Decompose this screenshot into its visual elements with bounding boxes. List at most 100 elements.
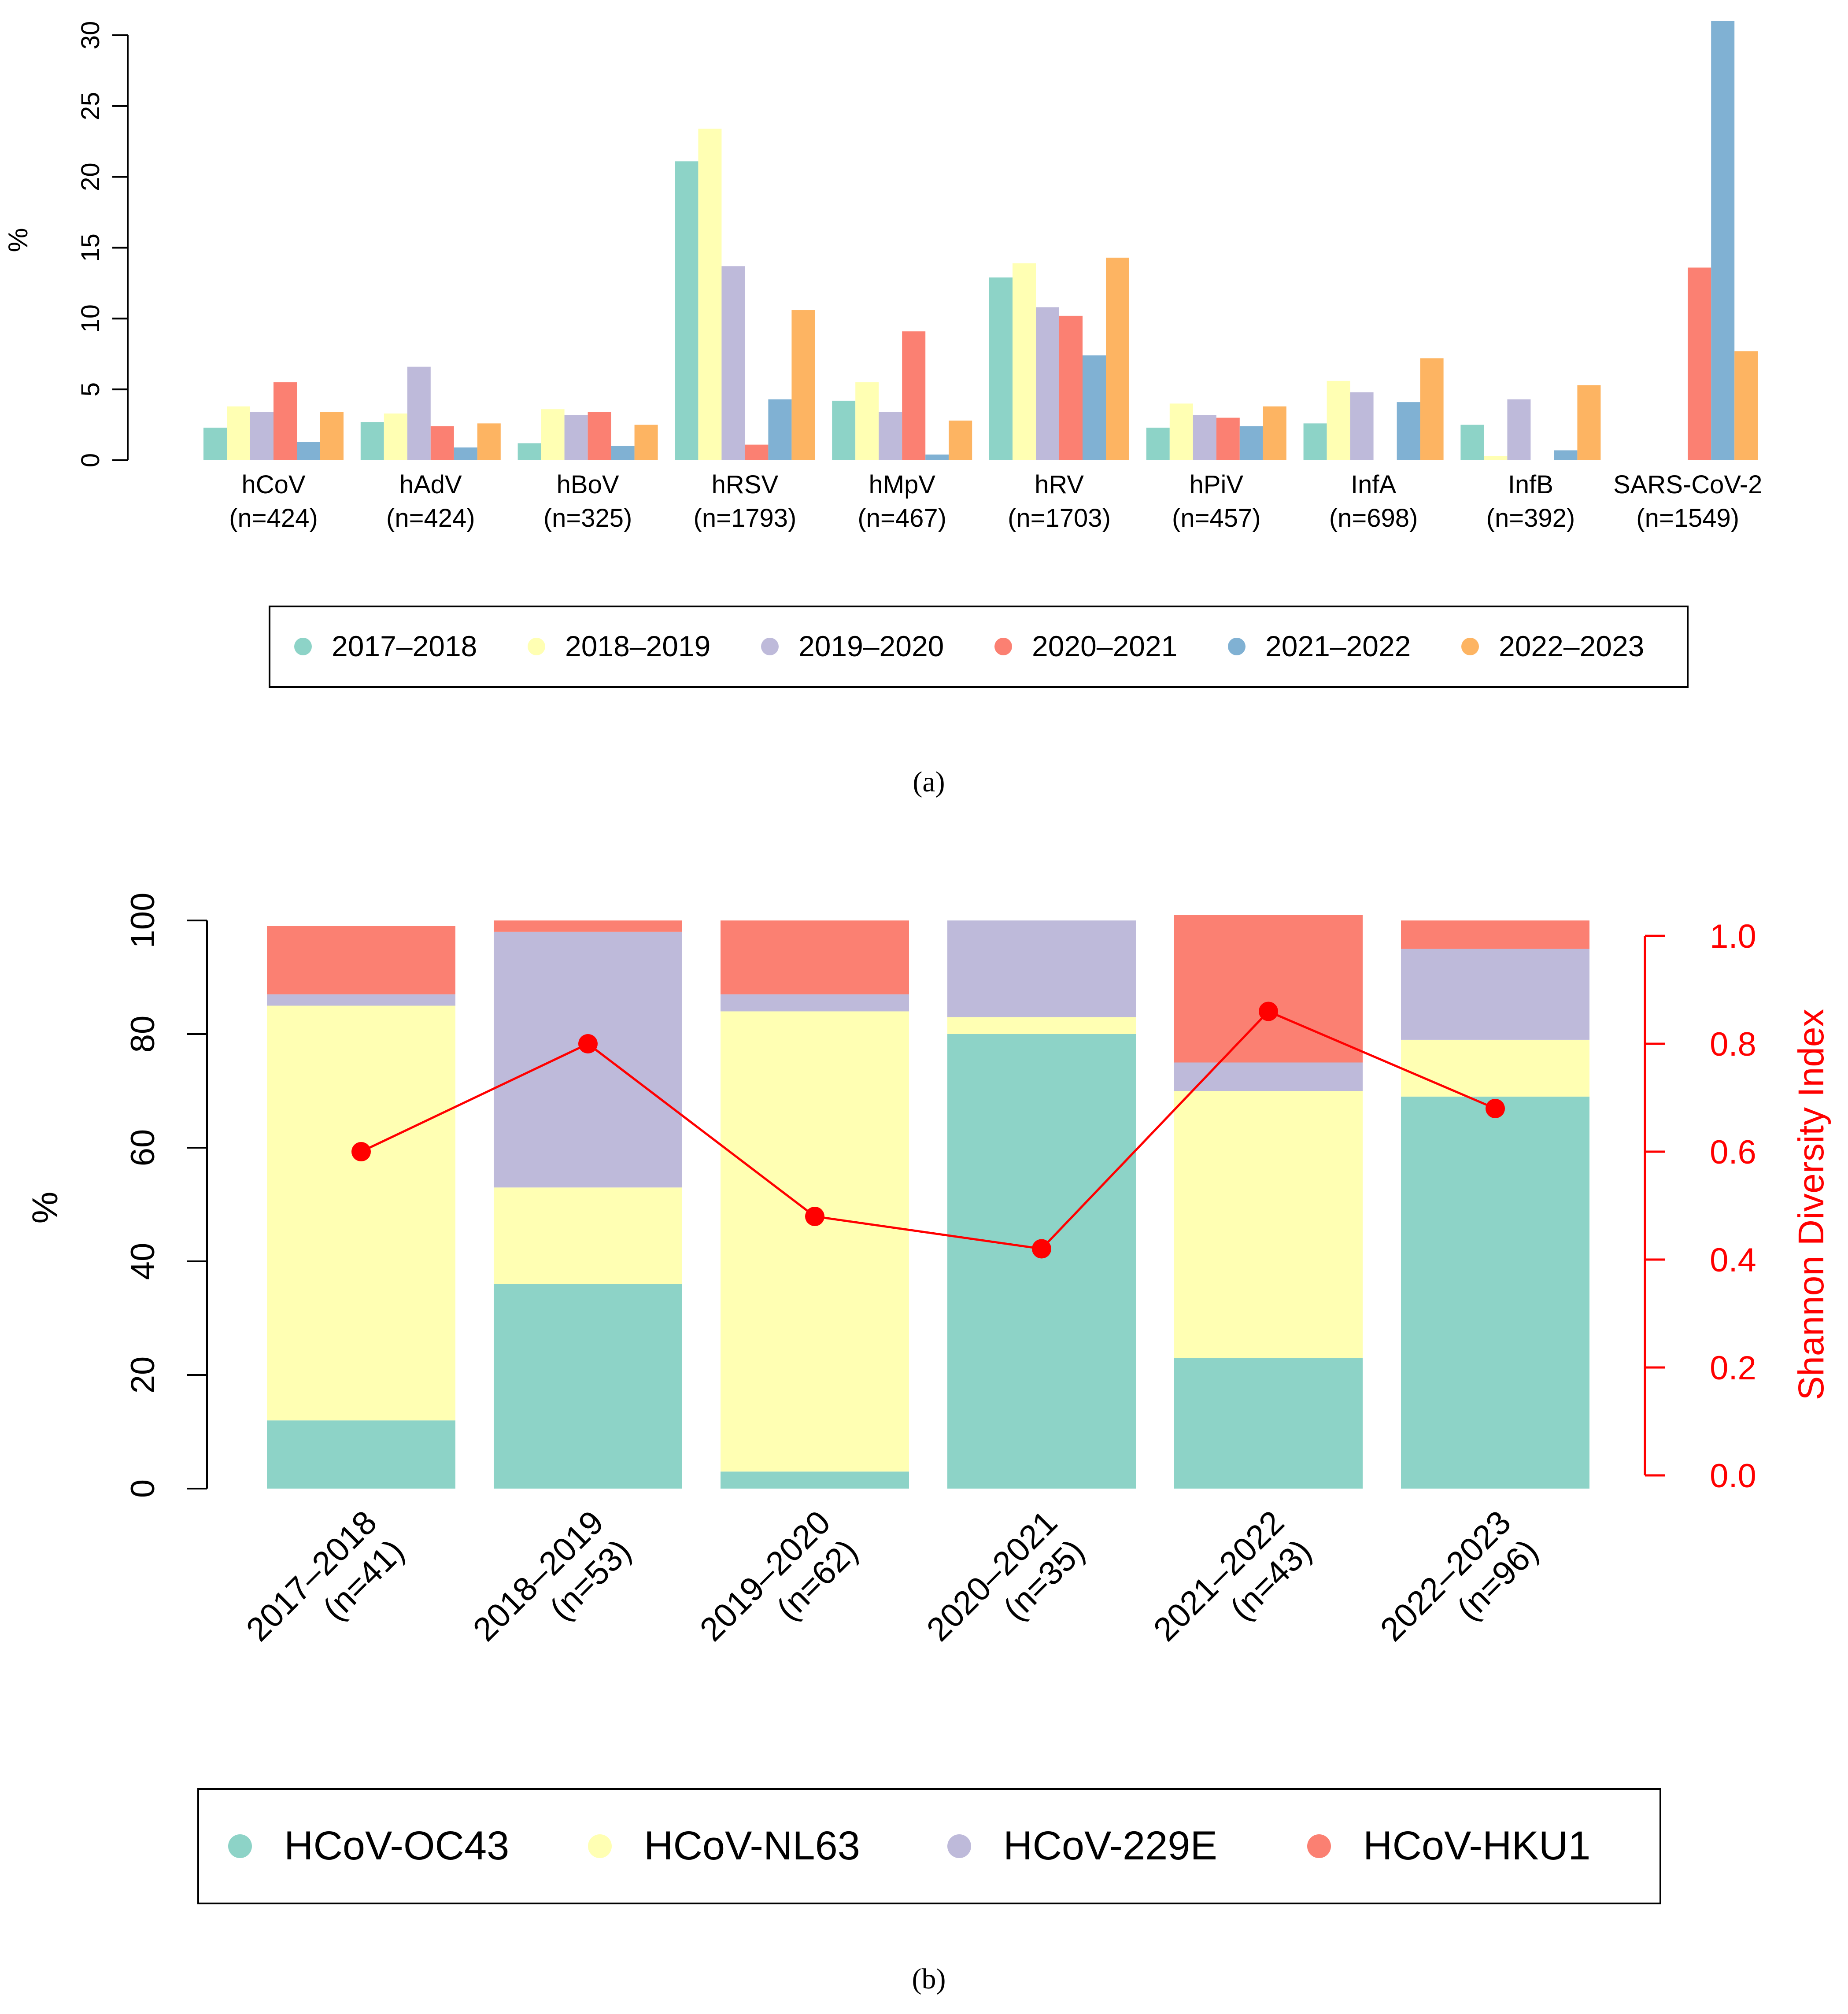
panel-a-category-n: (n=424) <box>229 504 318 532</box>
panel-b-right-axis-label: Shannon Diversity Index <box>1791 1009 1831 1401</box>
panel-b-caption: (b) <box>912 1963 946 1995</box>
panel-a-category-n: (n=424) <box>386 504 475 532</box>
panel-a-legend-label: 2017–2018 <box>332 630 477 662</box>
panel-a-bar-hmpv-4 <box>925 455 949 460</box>
panel-b-segment-hcov-229e <box>494 931 682 1188</box>
panel-a-bar-hrv-5 <box>1106 258 1129 460</box>
panel-b-stacked-bars <box>267 915 1589 1489</box>
panel-a-y-tick-label: 25 <box>76 92 105 121</box>
panel-b-right-tick-label: 0.2 <box>1710 1349 1756 1387</box>
panel-a-category-label: hAdV <box>399 470 462 499</box>
panel-a-bar-hrsv-4 <box>768 399 792 460</box>
panel-a-bar-hpiv-1 <box>1169 403 1193 460</box>
panel-a-bar-hcov-4 <box>297 442 320 460</box>
panel-a-legend-swatch <box>1461 638 1479 655</box>
panel-a-bar-hrsv-1 <box>698 129 722 460</box>
panel-a-category-label: hCoV <box>241 470 305 499</box>
panel-b-segment-hcov-229e <box>1401 949 1589 1040</box>
panel-a-legend: 2017–2018 2018–2019 2019–2020 2020–2021 2021… <box>269 606 1689 688</box>
panel-b-right-tick-label: 0.6 <box>1710 1134 1756 1171</box>
panel-a-category-n: (n=1793) <box>694 504 797 532</box>
panel-a-bar-hcov-1 <box>227 406 250 460</box>
panel-a-legend-swatch <box>1228 638 1246 655</box>
panel-a-category-n: (n=467) <box>857 504 946 532</box>
panel-b-right-axis: 0.0 0.2 0.4 0.6 0.8 1.0 <box>1644 918 1756 1495</box>
panel-b-segment-hcov-nl63 <box>494 1187 682 1284</box>
panel-a-caption: (a) <box>913 766 945 798</box>
panel-b-right-tick-label: 1.0 <box>1710 918 1756 955</box>
panel-a-bar-infa-4 <box>1397 402 1420 460</box>
panel-a-bar-hcov-0 <box>203 428 227 460</box>
panel-b-x-tick-labels: 2017–2018(n=41) 2018–2019(n=53) 2019–2020(… <box>239 1504 1545 1648</box>
panel-a-legend-box <box>269 606 1689 688</box>
panel-b-segment-hcov-hku1 <box>494 920 682 932</box>
panel-a-category-n: (n=1703) <box>1008 504 1111 532</box>
panel-a-category-label: hRSV <box>712 470 779 499</box>
panel-a-bar-hadv-4 <box>454 447 477 460</box>
panel-a-legend-label: 2020–2021 <box>1032 630 1177 662</box>
panel-a-bar-hrv-1 <box>1013 263 1036 460</box>
panel-b-y-tick-label: 100 <box>124 893 162 949</box>
panel-b-shannon-point <box>1259 1001 1278 1021</box>
panel-b-segment-hcov-hku1 <box>267 926 455 994</box>
panel-a-bar-infb-5 <box>1577 385 1601 460</box>
panel-a-bar-hbov-1 <box>541 409 565 460</box>
panel-a-y-tick-label: 20 <box>76 163 105 191</box>
panel-a-bar-hmpv-0 <box>832 400 856 460</box>
panel-a-bar-hmpv-3 <box>902 331 926 460</box>
panel-a-category-n: (n=325) <box>543 504 632 532</box>
panel-b-legend-swatch <box>1307 1834 1331 1858</box>
panel-a-chart: % 0 5 10 15 20 25 30 hCoV (n=424) hAdV (n=424) hBo… <box>3 21 1762 798</box>
panel-a-bar-infb-1 <box>1484 456 1508 460</box>
panel-b-y-tick-label: 0 <box>124 1479 162 1498</box>
panel-a-bar-sars-cov-2-5 <box>1734 351 1758 460</box>
panel-b-chart: % Shannon Diversity Index 0 20 40 60 80 100 0… <box>25 893 1831 1995</box>
panel-a-bar-hcov-2 <box>250 412 274 460</box>
panel-b-segment-hcov-hku1 <box>721 920 909 994</box>
panel-b-segment-hcov-oc43 <box>1174 1358 1363 1489</box>
panel-b-y-tick-label: 40 <box>124 1243 162 1280</box>
panel-a-bar-hrsv-0 <box>675 161 699 460</box>
panel-a-bar-sars-cov-2-3 <box>1688 267 1711 460</box>
panel-b-legend-box <box>197 1788 1661 1904</box>
panel-a-legend-swatch <box>761 638 779 655</box>
panel-a-bar-hcov-5 <box>320 412 344 460</box>
panel-b-segment-hcov-229e <box>947 920 1136 1017</box>
panel-b-y-axis: 0 20 40 60 80 100 <box>124 893 208 1498</box>
panel-b-y-tick-label: 60 <box>124 1129 162 1167</box>
panel-a-bar-hpiv-2 <box>1193 415 1216 460</box>
panel-a-y-tick-label: 0 <box>76 453 105 467</box>
panel-a-category-label: hMpV <box>869 470 935 499</box>
panel-a-bar-hpiv-0 <box>1146 428 1170 460</box>
panel-b-segment-hcov-nl63 <box>721 1011 909 1472</box>
panel-a-bar-hmpv-2 <box>879 412 902 460</box>
panel-b-legend-swatch <box>947 1834 971 1858</box>
panel-b-legend-label: HCoV-229E <box>1003 1823 1217 1868</box>
panel-b-legend-label: HCoV-NL63 <box>644 1823 860 1868</box>
panel-a-bar-hrsv-3 <box>745 444 769 460</box>
panel-a-bar-hadv-1 <box>384 413 407 460</box>
panel-a-bar-hbov-0 <box>517 443 541 460</box>
panel-b-shannon-point <box>351 1142 371 1161</box>
panel-a-bar-infa-5 <box>1420 358 1444 460</box>
panel-b-segment-hcov-nl63 <box>1174 1091 1363 1358</box>
panel-a-y-tick-label: 5 <box>76 382 105 396</box>
panel-a-bar-hadv-0 <box>360 422 384 460</box>
panel-a-bar-hbov-2 <box>564 415 588 460</box>
panel-a-bar-hbov-3 <box>588 412 611 460</box>
panel-b-segment-hcov-nl63 <box>267 1005 455 1421</box>
panel-a-category-label: hPiV <box>1190 470 1244 499</box>
panel-a-bar-infa-1 <box>1327 381 1350 460</box>
panel-a-legend-label: 2021–2022 <box>1265 630 1411 662</box>
panel-a-bar-hrsv-5 <box>791 310 815 460</box>
panel-a-category-n: (n=392) <box>1486 504 1575 532</box>
panel-a-bar-hpiv-4 <box>1239 426 1263 460</box>
panel-a-legend-swatch <box>994 638 1012 655</box>
panel-a-bar-hrv-2 <box>1036 307 1059 460</box>
panel-a-bar-infb-0 <box>1460 425 1484 460</box>
panel-a-category-n: (n=457) <box>1172 504 1261 532</box>
panel-b-segment-hcov-229e <box>1174 1062 1363 1091</box>
panel-a-bar-hadv-3 <box>430 426 454 460</box>
panel-b-segment-hcov-229e <box>267 994 455 1006</box>
